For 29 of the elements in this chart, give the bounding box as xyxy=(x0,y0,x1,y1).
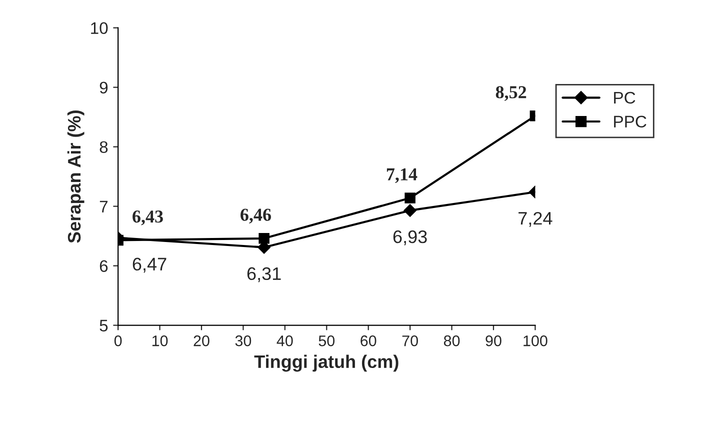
x-tick-label: 70 xyxy=(402,335,418,346)
data-label: 6,93 xyxy=(393,230,427,246)
data-label: 6,43 xyxy=(132,210,163,226)
y-tick-label: 6 xyxy=(100,260,108,272)
y-tick-label: 5 xyxy=(100,320,108,332)
x-tick-label: 60 xyxy=(360,335,376,346)
x-tick-label: 30 xyxy=(235,335,252,346)
data-label: 6,31 xyxy=(247,267,281,282)
data-label: 7,14 xyxy=(386,168,418,184)
data-label: 8,52 xyxy=(496,86,526,101)
legend-label: PPC xyxy=(614,116,646,128)
data-label: 6,47 xyxy=(132,258,166,273)
x-tick-label: 20 xyxy=(194,335,210,346)
x-tick-label: 0 xyxy=(114,335,122,346)
x-tick-label: 50 xyxy=(318,335,335,346)
x-tick-label: 100 xyxy=(524,335,548,346)
data-label: 6,46 xyxy=(240,208,271,224)
y-tick-label: 7 xyxy=(100,200,108,212)
y-axis-title: Serapan Air (%) xyxy=(67,110,84,243)
data-label: 7,24 xyxy=(518,212,552,227)
y-tick-label: 9 xyxy=(100,82,108,94)
x-tick-label: 40 xyxy=(276,335,293,346)
x-tick-label: 90 xyxy=(486,335,502,346)
x-axis-title: Tinggi jatuh (cm) xyxy=(254,354,398,372)
y-tick-label: 10 xyxy=(91,22,108,34)
x-tick-label: 10 xyxy=(152,335,168,346)
legend-label: PC xyxy=(614,92,636,104)
x-tick-label: 80 xyxy=(444,335,460,346)
y-tick-label: 8 xyxy=(100,141,108,154)
